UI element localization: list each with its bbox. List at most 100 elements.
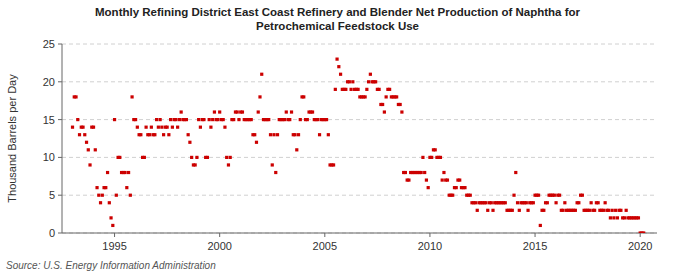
point xyxy=(195,156,198,159)
title-line: Monthly Refining District East Coast Ref… xyxy=(95,6,580,18)
point xyxy=(101,194,104,197)
point xyxy=(525,201,528,204)
point xyxy=(421,156,424,159)
point xyxy=(130,95,133,98)
x-tick xyxy=(324,233,325,237)
point xyxy=(157,126,160,129)
point xyxy=(367,80,370,83)
point xyxy=(150,126,153,129)
point xyxy=(439,156,442,159)
grid-line xyxy=(62,157,657,158)
grid-line xyxy=(62,81,657,82)
y-tick-label: 20 xyxy=(43,76,55,88)
point xyxy=(129,194,132,197)
point xyxy=(285,110,288,113)
point xyxy=(290,110,293,113)
point xyxy=(612,216,615,219)
point xyxy=(561,209,564,212)
point xyxy=(446,178,449,181)
point xyxy=(476,209,479,212)
point xyxy=(83,133,86,136)
point xyxy=(490,201,493,204)
point xyxy=(216,118,219,121)
point xyxy=(232,118,235,121)
point xyxy=(553,194,556,197)
point xyxy=(115,194,118,197)
point xyxy=(78,133,81,136)
x-tick-label: 2015 xyxy=(523,240,547,252)
point xyxy=(526,209,529,212)
point xyxy=(106,171,109,174)
point xyxy=(455,186,458,189)
point xyxy=(88,163,91,166)
point xyxy=(602,209,605,212)
grid xyxy=(62,44,657,233)
point xyxy=(288,118,291,121)
point xyxy=(213,110,216,113)
x-tick-label: 2000 xyxy=(207,240,231,252)
point xyxy=(590,201,593,204)
point xyxy=(400,110,403,113)
point xyxy=(136,126,139,129)
y-tick-label: 5 xyxy=(49,189,55,201)
point xyxy=(209,126,212,129)
x-tick-label: 2020 xyxy=(628,240,652,252)
point xyxy=(637,216,640,219)
title: Monthly Refining District East Coast Ref… xyxy=(95,6,580,32)
point xyxy=(516,201,519,204)
point xyxy=(334,88,337,91)
x-tick xyxy=(535,233,536,237)
title-line: Petrochemical Feedstock Use xyxy=(256,20,419,32)
point xyxy=(148,133,151,136)
point xyxy=(388,88,391,91)
point xyxy=(451,194,454,197)
point xyxy=(92,126,95,129)
point xyxy=(118,156,121,159)
point xyxy=(144,126,147,129)
point xyxy=(539,224,542,227)
y-tick-label: 10 xyxy=(43,151,55,163)
point xyxy=(554,201,557,204)
point xyxy=(180,110,183,113)
point xyxy=(537,194,540,197)
point xyxy=(208,118,211,121)
point xyxy=(365,88,368,91)
y-axis-label: Thousand Barrels per Day xyxy=(6,74,18,203)
point xyxy=(188,141,191,144)
annotation: Source: U.S. Energy Information Administ… xyxy=(6,260,216,271)
point xyxy=(611,209,614,212)
point xyxy=(504,201,507,204)
y-tick-label: 0 xyxy=(49,227,55,239)
point xyxy=(76,118,79,121)
point xyxy=(311,110,314,113)
point xyxy=(474,201,477,204)
point xyxy=(609,216,612,219)
point xyxy=(581,194,584,197)
point xyxy=(167,133,170,136)
point xyxy=(185,118,188,121)
point xyxy=(104,186,107,189)
point xyxy=(85,141,88,144)
point xyxy=(155,118,158,121)
point xyxy=(269,133,272,136)
point xyxy=(351,80,354,83)
point xyxy=(332,163,335,166)
point xyxy=(139,133,142,136)
y-tick xyxy=(58,157,62,158)
point xyxy=(546,201,549,204)
point xyxy=(642,231,645,233)
point xyxy=(625,209,628,212)
point xyxy=(123,171,126,174)
point xyxy=(74,95,77,98)
point xyxy=(229,156,232,159)
x-tick-label: 1995 xyxy=(102,240,126,252)
point xyxy=(108,201,111,204)
point xyxy=(385,95,388,98)
point xyxy=(271,163,274,166)
point xyxy=(597,201,600,204)
x-tick xyxy=(429,233,430,237)
point xyxy=(95,186,98,189)
point xyxy=(187,133,190,136)
point xyxy=(383,110,386,113)
point xyxy=(588,209,591,212)
